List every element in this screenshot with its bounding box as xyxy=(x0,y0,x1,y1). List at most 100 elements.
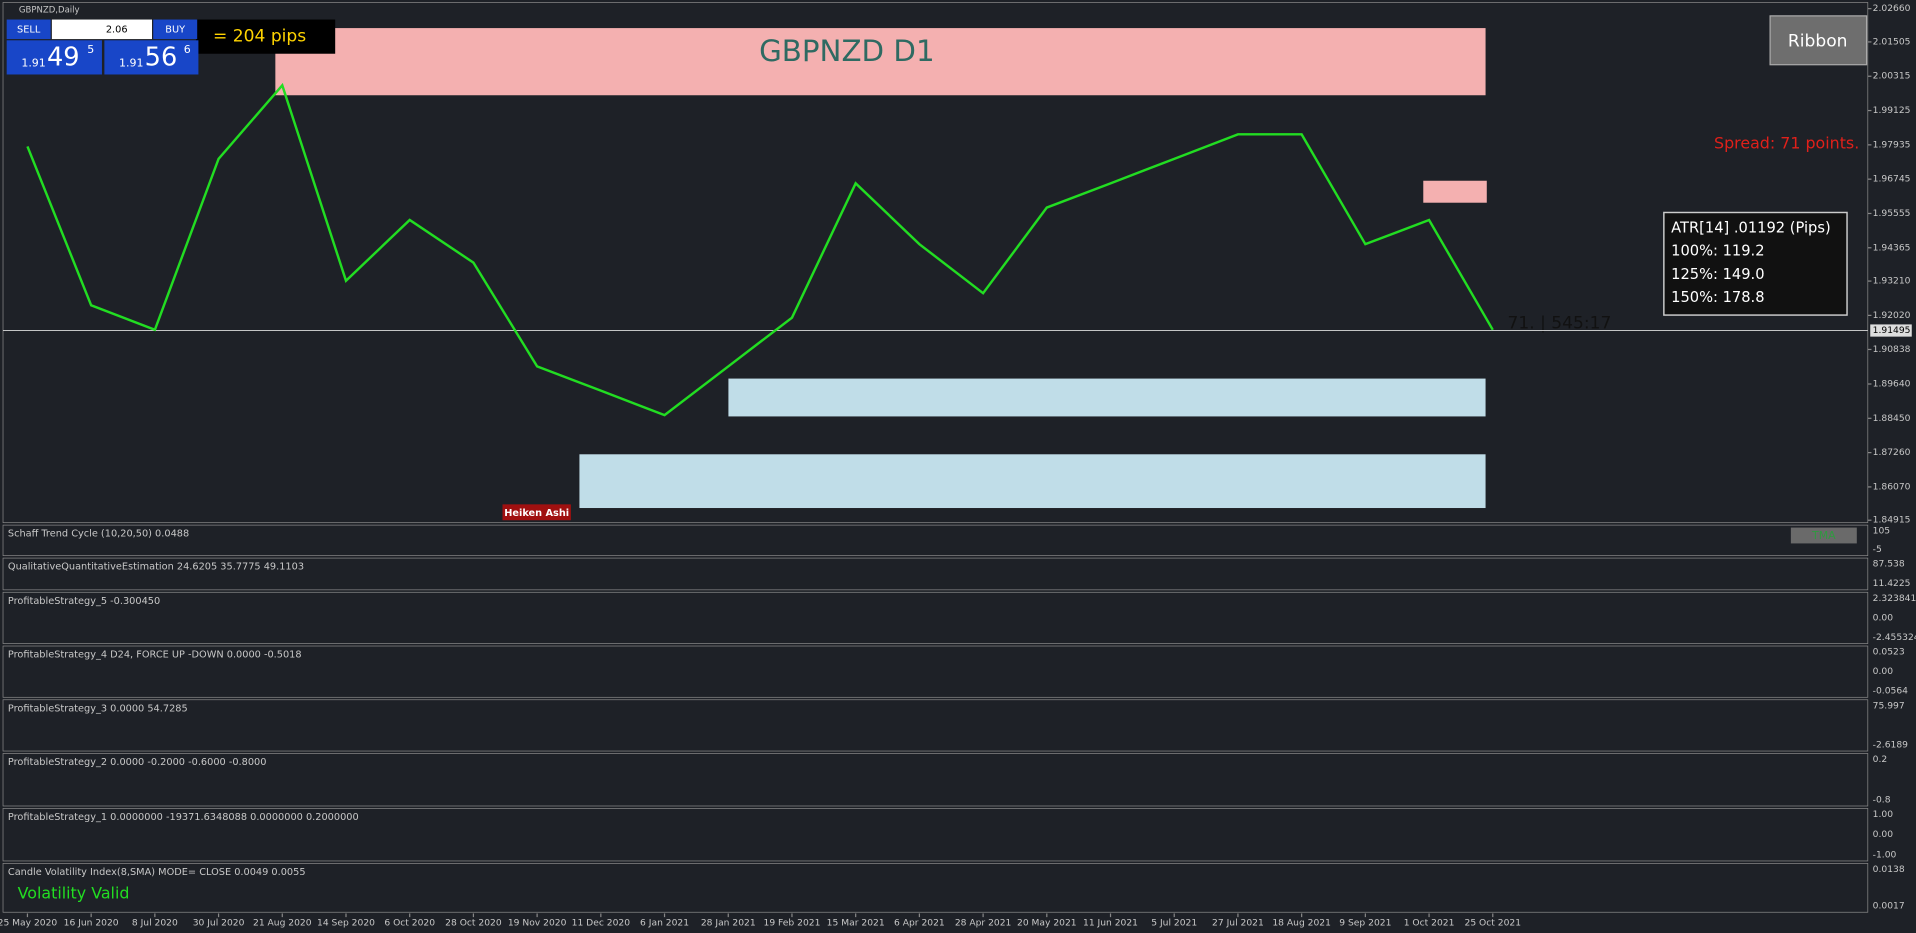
heiken-badge xyxy=(502,504,571,521)
indicator-axis-label: -0.0564 xyxy=(1873,687,1908,697)
atr-line: 100%: 119.2 xyxy=(1671,243,1764,260)
indicator-label: ProfitableStrategy_4 D24, FORCE UP -DOWN… xyxy=(8,650,302,661)
y-tick-label: 1.96745 xyxy=(1873,175,1911,185)
x-tick-label: 27 Jul 2021 xyxy=(1212,919,1264,929)
lot-input[interactable] xyxy=(51,19,153,40)
x-tick-label: 1 Oct 2021 xyxy=(1404,919,1455,929)
x-tick-label: 15 Mar 2021 xyxy=(827,919,885,929)
x-tick-label: 16 Jun 2020 xyxy=(64,919,119,929)
main-frame xyxy=(2,2,1869,524)
x-tick-label: 20 May 2021 xyxy=(1017,919,1077,929)
atr-line: ATR[14] .01192 (Pips) xyxy=(1671,219,1831,236)
x-tick-label: 18 Aug 2021 xyxy=(1272,919,1331,929)
buy-price-big: 1.91 xyxy=(119,57,143,70)
demand-zone xyxy=(579,454,1486,509)
x-tick-label: 6 Jan 2021 xyxy=(640,919,689,929)
atr-box xyxy=(1663,211,1848,316)
indicator-axis-label: 87.538 xyxy=(1873,560,1905,570)
sell-price-sup: 5 xyxy=(87,43,94,56)
x-tick-label: 28 Oct 2020 xyxy=(445,919,502,929)
indicator-axis-label: 0.00 xyxy=(1873,613,1894,623)
y-tick-label: 1.90838 xyxy=(1873,345,1911,355)
y-tick-label: 1.97935 xyxy=(1873,140,1911,150)
small-zone xyxy=(1423,180,1487,203)
indicator-axis-label: 0.2 xyxy=(1873,755,1888,765)
x-tick-label: 25 May 2020 xyxy=(0,919,57,929)
y-tick-label: 1.92020 xyxy=(1873,311,1911,321)
x-tick-label: 19 Feb 2021 xyxy=(764,919,821,929)
buy-price-box[interactable] xyxy=(104,40,199,75)
buy-label[interactable]: BUY xyxy=(165,24,185,35)
indicator-axis-label: 0.0138 xyxy=(1873,865,1905,875)
y-tick-label: 2.01505 xyxy=(1873,37,1911,47)
ribbon-label[interactable]: Ribbon xyxy=(1788,32,1848,52)
spread-label: Spread: 71 points. xyxy=(1714,134,1859,153)
indicator-label: Candle Volatility Index(8,SMA) MODE= CLO… xyxy=(8,867,306,878)
x-tick-label: 25 Oct 2021 xyxy=(1465,919,1522,929)
x-tick-label: 6 Apr 2021 xyxy=(894,919,945,929)
buy-button[interactable] xyxy=(153,19,198,40)
y-tick-label: 1.99125 xyxy=(1873,106,1911,116)
pips-label: = 204 pips xyxy=(213,27,306,47)
atr-line: 150%: 178.8 xyxy=(1671,289,1764,306)
y-tick-label: 1.87260 xyxy=(1873,448,1911,458)
indicator-panel xyxy=(2,645,1869,698)
x-tick-label: 21 Aug 2020 xyxy=(253,919,312,929)
indicator-panel xyxy=(2,699,1869,752)
lot-value[interactable]: 2.06 xyxy=(106,24,128,35)
indicator-label: Schaff Trend Cycle (10,20,50) 0.0488 xyxy=(8,529,189,540)
tma-button[interactable] xyxy=(1790,527,1857,544)
x-tick-label: 30 Jul 2020 xyxy=(193,919,245,929)
x-tick-label: 6 Oct 2020 xyxy=(384,919,435,929)
indicator-label: ProfitableStrategy_2 0.0000 -0.2000 -0.6… xyxy=(8,757,267,768)
y-tick-label: 1.89640 xyxy=(1873,380,1911,390)
chart-title: GBPNZD D1 xyxy=(759,34,935,68)
indicator-axis-label: 0.00 xyxy=(1873,667,1894,677)
atr-lines: ATR[14] .01192 (Pips) 100%: 119.2 125%: 14… xyxy=(1671,219,1831,306)
indicator-axis-label: 0.0523 xyxy=(1873,648,1905,658)
x-tick-label: 11 Dec 2020 xyxy=(572,919,631,929)
sell-price-box[interactable] xyxy=(6,40,102,75)
x-tick-label: 14 Sep 2020 xyxy=(317,919,375,929)
y-tick-label: 1.93210 xyxy=(1873,277,1911,287)
x-tick-label: 11 Jun 2021 xyxy=(1083,919,1138,929)
buy-price-main: 56 xyxy=(145,43,178,73)
indicator-axis-label: 11.4225 xyxy=(1873,579,1911,589)
indicator-panel xyxy=(2,591,1869,644)
price-line xyxy=(26,82,1494,417)
x-tick-label: 28 Apr 2021 xyxy=(955,919,1012,929)
supply-zone xyxy=(275,28,1486,96)
y-tick-label: 1.88450 xyxy=(1873,414,1911,424)
indicator-axis-label: 1.00 xyxy=(1873,810,1894,820)
sell-price-main: 49 xyxy=(47,43,80,73)
indicator-panel xyxy=(2,557,1869,591)
indicator-label: QualitativeQuantitativeEstimation 24.620… xyxy=(8,562,304,573)
y-tick-label: 1.94365 xyxy=(1873,243,1911,253)
x-tick-label: 8 Jul 2020 xyxy=(132,919,178,929)
indicator-axis-label: 0.00 xyxy=(1873,830,1894,840)
tma-label[interactable]: TMA xyxy=(1811,529,1836,542)
volatility-status: Volatility Valid xyxy=(18,883,130,902)
x-tick-label: 9 Sep 2021 xyxy=(1339,919,1391,929)
sell-button[interactable] xyxy=(6,19,51,40)
sell-label[interactable]: SELL xyxy=(17,24,41,35)
indicator-axis-label: 75.997 xyxy=(1873,701,1905,711)
demand-zone xyxy=(728,378,1486,417)
current-price-label: 1.91495 xyxy=(1873,326,1911,336)
indicator-label: ProfitableStrategy_1 0.0000000 -19371.63… xyxy=(8,812,359,823)
sell-price-big: 1.91 xyxy=(21,57,45,70)
y-tick-label: 1.86070 xyxy=(1873,482,1911,492)
indicator-axis-label: -5 xyxy=(1873,545,1882,555)
indicator-panel xyxy=(2,863,1869,913)
indicator-axis-label: -0.8 xyxy=(1873,795,1891,805)
indicator-panel xyxy=(2,524,1869,557)
x-tick-label: 19 Nov 2020 xyxy=(508,919,567,929)
indicator-label: ProfitableStrategy_5 -0.300450 xyxy=(8,596,160,607)
atr-line: 125%: 149.0 xyxy=(1671,266,1764,283)
ribbon-button[interactable] xyxy=(1769,15,1868,66)
y-tick-label: 2.00315 xyxy=(1873,72,1911,82)
heiken-label: Heiken Ashi xyxy=(504,508,569,519)
y-tick-label: 2.02660 xyxy=(1873,4,1911,14)
